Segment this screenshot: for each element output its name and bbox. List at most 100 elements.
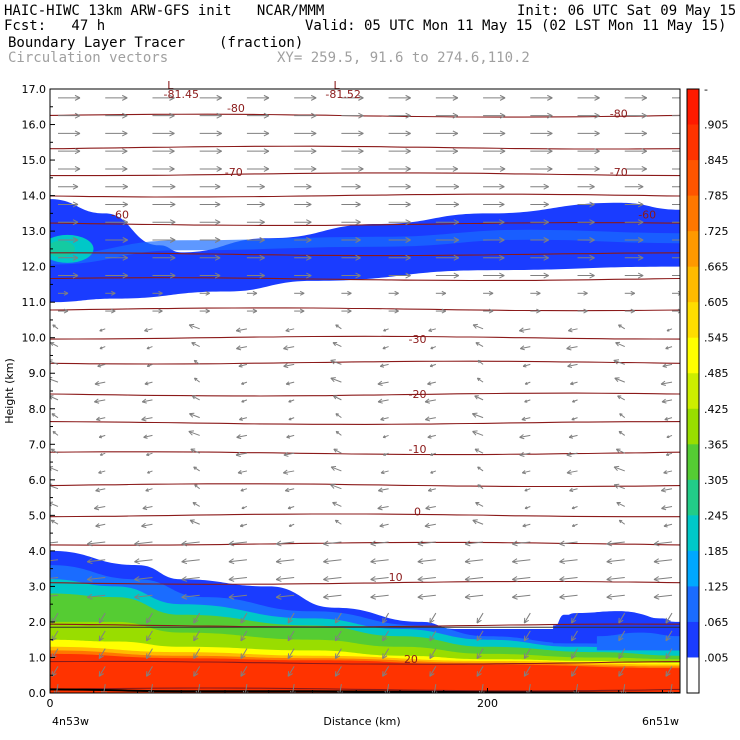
temperature-contour	[50, 172, 680, 177]
vector-arrow	[664, 417, 673, 421]
header-line4-xy: XY= 259.5, 91.6 to 274.6,110.2	[277, 50, 530, 66]
colorbar-swatch	[687, 124, 699, 161]
header-line3-left: Boundary Layer Tracer	[8, 35, 186, 51]
vector-arrow	[98, 470, 106, 474]
vector-arrow	[199, 237, 221, 243]
vector-arrow	[663, 523, 673, 528]
vector-arrow	[335, 430, 342, 436]
vector-arrow	[105, 237, 128, 243]
x-end-label-right: 6n51w	[642, 715, 679, 728]
vector-arrow	[474, 395, 484, 401]
x-axis-label: Distance (km)	[323, 715, 400, 728]
vector-arrow	[199, 148, 222, 155]
y-tick-label: 15.0	[22, 154, 47, 167]
vector-arrow	[288, 523, 295, 527]
vector-arrow	[483, 112, 506, 119]
vector-arrow	[483, 219, 505, 226]
vector-arrow	[238, 363, 248, 368]
vector-arrow	[323, 558, 342, 565]
vector-arrow	[464, 540, 484, 547]
vector-arrow	[370, 576, 389, 582]
vector-arrow	[105, 254, 128, 261]
vector-arrow	[614, 377, 625, 383]
vector-arrow	[50, 594, 59, 597]
vector-arrow	[522, 363, 531, 368]
temperature-contour	[50, 145, 680, 150]
vector-arrow	[519, 451, 531, 457]
vector-arrow	[663, 470, 673, 475]
vector-arrow	[141, 398, 153, 404]
vector-arrow	[613, 465, 625, 472]
vector-arrow	[559, 576, 578, 582]
y-tick-label: 2.0	[29, 616, 47, 629]
vector-arrow	[672, 203, 680, 205]
vector-arrow	[524, 506, 531, 510]
vector-arrow	[241, 506, 248, 510]
vector-arrow	[228, 576, 247, 582]
vector-arrow	[242, 684, 249, 693]
vector-arrow	[476, 612, 484, 624]
vector-arrow	[388, 290, 399, 296]
vector-arrow	[572, 399, 578, 403]
y-tick-label: 6.0	[29, 474, 47, 487]
vector-arrow	[105, 112, 128, 119]
vector-arrow	[246, 112, 270, 119]
vector-arrow	[341, 148, 364, 155]
vector-arrow	[193, 359, 200, 365]
header-line1-left: HAIC-HIWC 13km ARW-GFS init NCAR/MMM	[4, 3, 325, 19]
vector-arrow	[427, 434, 436, 439]
vector-arrow	[530, 148, 553, 155]
vector-arrow	[341, 201, 361, 208]
vector-arrow	[617, 324, 626, 330]
vector-arrow	[99, 328, 106, 332]
vector-arrow	[330, 377, 342, 383]
vector-arrow	[335, 324, 342, 330]
vector-arrow	[378, 487, 389, 493]
vector-arrow	[97, 363, 106, 368]
colorbar-label: .185	[704, 545, 729, 558]
colorbar-swatch	[687, 621, 699, 658]
vector-arrow	[370, 593, 389, 600]
vector-arrow	[95, 487, 106, 493]
vector-arrow	[666, 434, 673, 439]
vector-arrow	[606, 593, 625, 600]
vector-arrow	[476, 666, 484, 677]
vector-arrow	[194, 484, 201, 490]
vector-arrow	[512, 576, 531, 582]
vector-arrow	[246, 272, 265, 279]
vector-arrow	[672, 168, 680, 170]
vector-arrow	[275, 593, 295, 600]
vector-arrow	[618, 630, 626, 642]
vector-arrow	[606, 576, 625, 582]
vector-arrow	[660, 380, 673, 386]
vector-arrow	[332, 501, 342, 507]
colorbar-swatch	[687, 550, 699, 587]
vector-arrow	[524, 399, 531, 403]
vector-arrow	[195, 684, 202, 693]
vector-arrow	[520, 345, 531, 351]
vector-arrow	[577, 237, 595, 243]
contour-label: L	[167, 79, 174, 92]
contour-label: -20	[409, 388, 427, 401]
vector-arrow	[377, 398, 389, 404]
vector-arrow	[624, 237, 644, 243]
vector-arrow	[246, 254, 265, 261]
vector-arrow	[522, 523, 531, 528]
vector-arrow	[246, 308, 258, 314]
vector-arrow	[239, 523, 248, 528]
vector-arrow	[239, 416, 248, 421]
vector-arrow	[58, 219, 79, 226]
colorbar-swatch	[687, 231, 699, 268]
colorbar-swatch	[687, 89, 699, 126]
vector-arrow	[152, 165, 175, 172]
vector-arrow	[672, 150, 680, 152]
vector-arrow	[275, 576, 295, 582]
vector-arrow	[619, 413, 626, 419]
vector-arrow	[569, 487, 578, 492]
vector-arrow	[577, 148, 600, 155]
circulation-vectors	[50, 94, 680, 693]
vector-arrow	[294, 148, 317, 155]
vector-arrow	[283, 451, 295, 457]
vector-arrow	[236, 434, 248, 440]
vector-arrow	[193, 648, 201, 660]
